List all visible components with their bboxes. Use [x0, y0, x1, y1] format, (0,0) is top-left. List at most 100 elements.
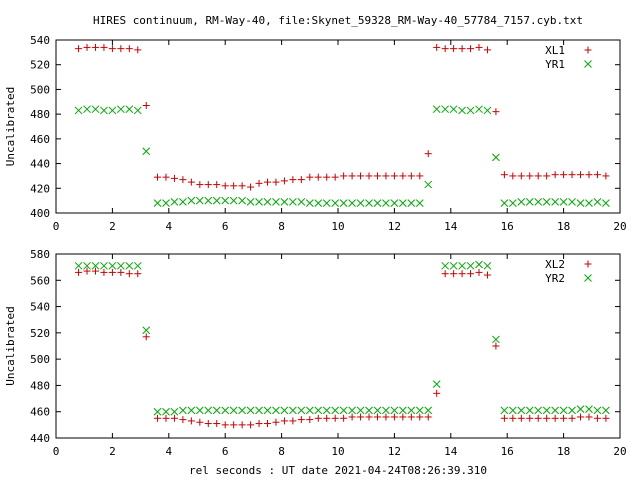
data-point	[517, 198, 526, 206]
chart-title: HIRES continuum, RM-Way-40, file:Skynet_…	[93, 14, 583, 27]
data-point	[125, 105, 134, 114]
data-point	[568, 198, 576, 206]
y-axis-label: Uncalibrated	[4, 306, 17, 385]
data-point	[204, 406, 213, 415]
data-point	[593, 171, 601, 179]
data-point	[432, 380, 441, 388]
x-tick-label: 6	[222, 445, 229, 458]
data-point	[390, 199, 399, 207]
data-point	[399, 406, 407, 415]
data-point	[272, 418, 280, 426]
data-point	[450, 45, 458, 53]
data-point	[508, 199, 517, 207]
data-point	[373, 172, 381, 180]
data-point	[297, 198, 306, 206]
data-point	[280, 406, 289, 415]
x-tick-label: 8	[278, 220, 285, 233]
data-point	[339, 199, 348, 207]
legend-marker	[584, 60, 592, 68]
data-point	[314, 173, 322, 181]
data-point	[125, 45, 133, 53]
data-point	[551, 171, 559, 179]
y-tick-label: 460	[30, 406, 50, 419]
data-point	[125, 261, 134, 270]
data-point	[467, 270, 475, 278]
data-point	[458, 106, 466, 115]
data-point	[357, 172, 365, 180]
data-point	[162, 199, 170, 207]
data-point	[517, 406, 526, 415]
data-point	[433, 389, 441, 397]
data-point	[117, 261, 125, 270]
data-point	[170, 198, 179, 206]
data-point	[525, 406, 534, 415]
data-point	[297, 176, 305, 184]
data-point	[221, 182, 229, 190]
data-point	[272, 198, 280, 206]
y-tick-label: 440	[30, 158, 50, 171]
data-point	[117, 105, 125, 114]
data-point	[117, 45, 125, 53]
data-point	[466, 106, 475, 115]
data-point	[483, 106, 492, 115]
data-point	[162, 173, 170, 181]
data-point	[125, 270, 133, 278]
data-point	[407, 406, 416, 415]
data-point	[568, 414, 576, 422]
data-point	[280, 417, 288, 425]
data-point	[424, 150, 432, 158]
data-point	[458, 45, 466, 53]
data-point	[108, 268, 116, 276]
data-point	[424, 413, 432, 421]
data-point	[348, 413, 356, 421]
data-point	[500, 171, 508, 179]
x-tick-label: 16	[501, 220, 514, 233]
data-point	[416, 172, 424, 180]
data-point	[323, 414, 331, 422]
data-point	[585, 199, 593, 207]
data-point	[390, 413, 398, 421]
data-point	[424, 406, 433, 415]
data-point	[195, 196, 204, 205]
plot-frame	[55, 39, 621, 214]
data-point	[534, 414, 542, 422]
data-point	[407, 413, 415, 421]
data-point	[142, 147, 151, 156]
data-point	[415, 406, 424, 415]
x-tick-label: 16	[501, 445, 514, 458]
data-point	[255, 198, 263, 206]
data-point	[357, 413, 365, 421]
data-point	[170, 174, 178, 182]
x-tick-label: 0	[53, 445, 60, 458]
data-point	[83, 43, 91, 51]
data-point	[289, 176, 297, 184]
data-point	[399, 199, 407, 207]
data-point	[153, 407, 162, 416]
data-point	[74, 261, 83, 270]
y-axis-label: Uncalibrated	[4, 87, 17, 166]
data-point	[500, 199, 509, 207]
data-point	[314, 414, 322, 422]
data-point	[255, 420, 263, 428]
data-point	[264, 178, 271, 186]
data-point	[297, 406, 306, 415]
data-point	[133, 261, 142, 270]
data-point	[162, 414, 170, 422]
data-point	[525, 198, 534, 206]
legend-label: XL1	[545, 44, 565, 57]
data-point	[559, 406, 568, 415]
data-point	[500, 406, 509, 415]
legend-label: YR1	[545, 58, 565, 71]
data-point	[179, 416, 187, 424]
data-point	[475, 268, 483, 276]
data-point	[289, 417, 297, 425]
data-point	[331, 406, 340, 415]
data-point	[170, 414, 178, 422]
data-point	[221, 196, 230, 205]
data-point	[331, 199, 340, 207]
data-point	[134, 270, 142, 278]
data-point	[356, 406, 365, 415]
data-point	[179, 176, 187, 184]
data-point	[204, 196, 213, 205]
data-point	[542, 198, 551, 206]
